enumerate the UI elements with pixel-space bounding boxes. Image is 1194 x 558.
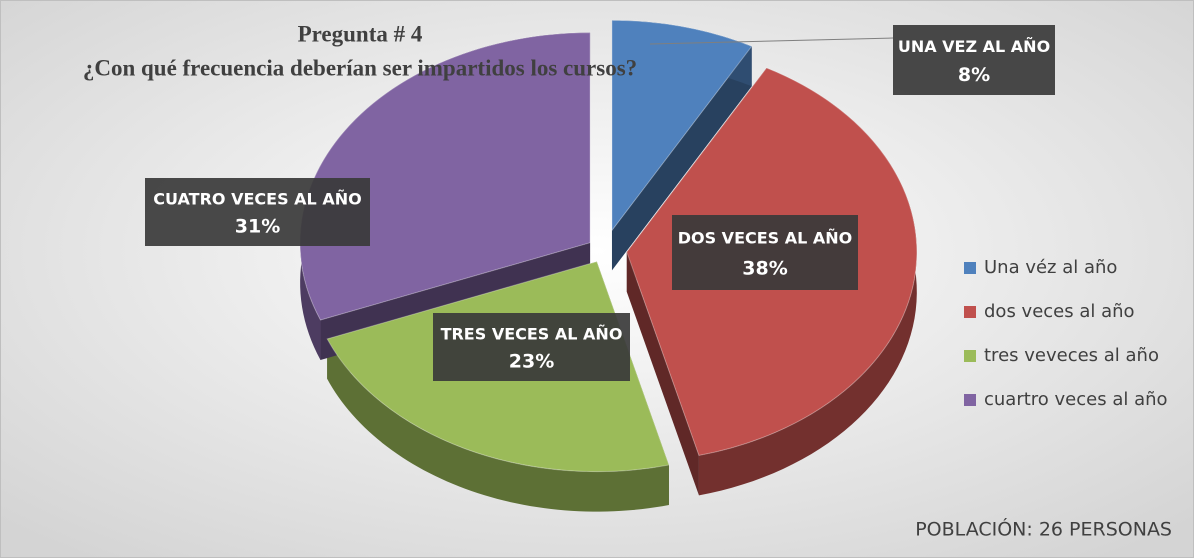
legend-swatch xyxy=(964,306,976,318)
slice-side xyxy=(698,67,917,496)
legend-label: cuartro veces al año xyxy=(984,389,1168,410)
data-label-name: UNA VEZ AL AÑO xyxy=(898,37,1050,56)
legend-swatch xyxy=(964,350,976,362)
slice-wall xyxy=(611,46,752,271)
data-label-box xyxy=(672,215,858,290)
data-label-value: 8% xyxy=(958,64,990,86)
slice-side xyxy=(327,338,669,512)
pie-slice xyxy=(299,32,591,321)
slice-wall xyxy=(626,251,699,496)
chart-subtitle: ¿Con qué frecuencia deberían ser imparti… xyxy=(83,55,637,80)
legend-swatch xyxy=(964,394,976,406)
legend-label: Una véz al año xyxy=(984,257,1117,278)
data-label-name: CUATRO VECES AL AÑO xyxy=(153,189,361,208)
data-label-name: DOS VECES AL AÑO xyxy=(678,229,853,248)
legend-swatch xyxy=(964,262,976,274)
data-label-box xyxy=(893,25,1055,95)
pie-slice xyxy=(611,19,753,232)
chart-title: Pregunta # 4 xyxy=(298,21,423,46)
data-label-value: 23% xyxy=(509,350,554,372)
leader-line xyxy=(649,37,894,45)
data-label-value: 31% xyxy=(235,215,280,237)
data-label-box xyxy=(433,313,630,381)
data-label-name: TRES VECES AL AÑO xyxy=(441,324,623,343)
legend-label: dos veces al año xyxy=(984,301,1135,322)
annotation: POBLACIÓN: 26 PERSONAS xyxy=(915,517,1172,541)
legend-label: tres veveces al año xyxy=(984,345,1159,366)
data-label-box xyxy=(145,178,370,246)
data-label-value: 38% xyxy=(742,258,787,280)
